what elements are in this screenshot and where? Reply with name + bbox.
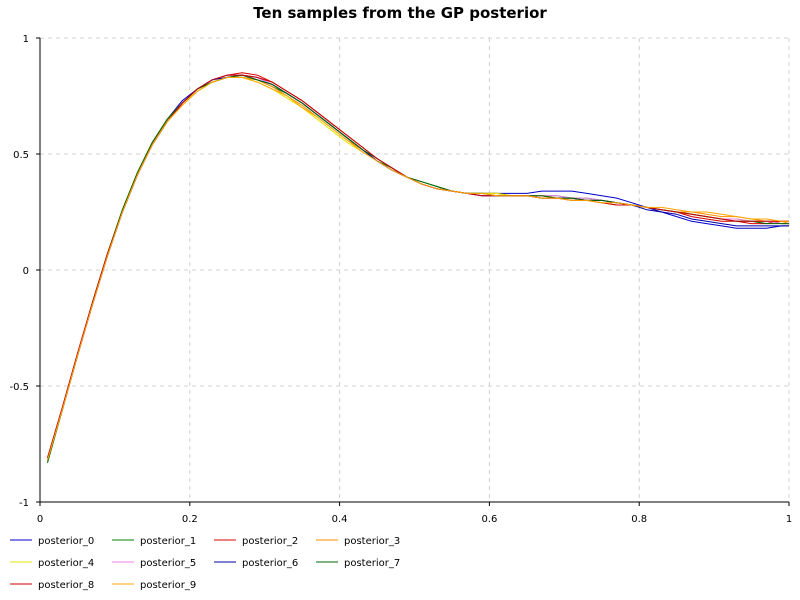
- x-tick-label: 0.6: [481, 514, 497, 525]
- series-line-posterior_9: [47, 76, 789, 461]
- legend-label: posterior_9: [140, 580, 196, 591]
- tick-labels: 0 0.2 0.4 0.6 0.8 1 -1 -0.5 0 0.5 1: [9, 34, 792, 525]
- series-lines: [47, 72, 790, 463]
- chart-title: Ten samples from the GP posterior: [253, 4, 547, 22]
- legend-label: posterior_3: [344, 536, 400, 547]
- axes: [36, 37, 790, 506]
- x-tick-label: 1: [786, 514, 792, 525]
- legend-label: posterior_0: [38, 536, 94, 547]
- x-tick-label: 0.4: [332, 514, 348, 525]
- legend-label: posterior_1: [140, 536, 196, 547]
- x-tick-label: 0.2: [182, 514, 198, 525]
- series-line-posterior_2: [47, 72, 789, 459]
- legend-label: posterior_8: [38, 580, 94, 591]
- y-tick-label: 0.5: [13, 150, 29, 161]
- legend-label: posterior_4: [38, 558, 94, 569]
- y-tick-label: -0.5: [9, 382, 29, 393]
- legend-label: posterior_5: [140, 558, 196, 569]
- legend: posterior_0 posterior_1 posterior_2 posteri…: [10, 536, 400, 591]
- grid-lines: [40, 37, 790, 503]
- legend-label: posterior_7: [344, 558, 400, 569]
- y-tick-label: 1: [23, 34, 29, 45]
- x-tick-label: 0: [37, 514, 43, 525]
- legend-label: posterior_6: [242, 558, 298, 569]
- y-tick-label: -1: [19, 498, 29, 509]
- x-tick-label: 0.8: [631, 514, 647, 525]
- legend-label: posterior_2: [242, 536, 298, 547]
- y-tick-label: 0: [23, 266, 29, 277]
- series-line-posterior_7: [47, 74, 789, 463]
